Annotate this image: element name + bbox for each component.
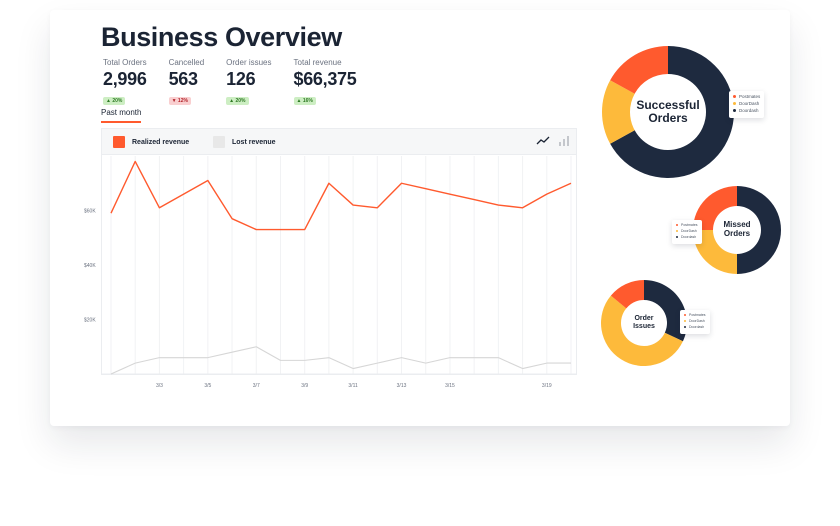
legend-lost-revenue[interactable]: Lost revenue xyxy=(213,136,276,148)
kpi-total-revenue: Total revenue $66,375 ▲ 16% xyxy=(293,58,357,107)
legend-swatch-lost xyxy=(213,136,225,148)
kpi-value: 563 xyxy=(168,69,198,89)
x-tick-label: 3/13 xyxy=(397,383,407,389)
x-tick-label: 3/11 xyxy=(348,383,358,389)
donut-title: Successful Orders xyxy=(636,97,700,125)
legend-dot xyxy=(684,320,686,322)
missed-orders-donut: Missed Orders xyxy=(693,186,781,274)
legend-label: Postmates xyxy=(739,94,761,99)
legend-label: Realized revenue xyxy=(132,138,190,146)
legend-entry: Doordash xyxy=(676,235,698,239)
order-issues-donut: Order Issues xyxy=(601,280,687,366)
legend-dot xyxy=(684,314,686,316)
kpi-trend-badge: ▲ 20% xyxy=(226,97,249,105)
legend-entry: Postmates xyxy=(684,313,706,317)
kpi-trend-badge: ▲ 16% xyxy=(293,97,316,105)
line-chart-icon[interactable] xyxy=(536,135,550,147)
legend-dot xyxy=(733,109,736,112)
donut-slice-doordash xyxy=(601,295,683,366)
legend-label: DoorDash xyxy=(681,229,697,233)
missed-orders-legend: Postmates DoorDash Doordash xyxy=(672,220,702,244)
page-title: Business Overview xyxy=(101,22,342,52)
legend-label: Lost revenue xyxy=(232,138,276,146)
legend-swatch-realized xyxy=(113,136,125,148)
legend-label: Postmates xyxy=(681,223,698,227)
legend-label: Doordash xyxy=(681,235,697,239)
realized-revenue-line xyxy=(110,160,572,231)
legend-entry: Postmates xyxy=(676,223,698,227)
donut-slice-doordash xyxy=(693,230,737,274)
y-tick-label: $40K xyxy=(84,263,96,269)
legend-dot xyxy=(733,102,736,105)
x-tick-label: 3/7 xyxy=(253,383,260,389)
successful-orders-donut-chart xyxy=(602,46,734,178)
legend-label: DoorDash xyxy=(689,319,705,323)
legend-entry: DoorDash xyxy=(684,319,706,323)
kpi-total-orders: Total Orders 2,996 ▲ 20% xyxy=(103,58,147,107)
y-tick-label: $60K xyxy=(84,209,96,215)
kpi-label: Total Orders xyxy=(103,58,147,67)
x-tick-label: 3/5 xyxy=(204,383,211,389)
order-issues-donut-chart xyxy=(601,280,687,366)
x-tick-label: 3/15 xyxy=(445,383,455,389)
lost-revenue-line xyxy=(110,346,571,375)
revenue-chart-panel: Realized revenue Lost revenue xyxy=(101,128,577,375)
kpi-label: Cancelled xyxy=(168,58,205,67)
legend-label: Doordash xyxy=(739,108,759,113)
legend-entry: DoorDash xyxy=(676,229,698,233)
legend-dot xyxy=(676,236,678,238)
x-tick-label: 3/9 xyxy=(301,383,308,389)
legend-dot xyxy=(684,326,686,328)
kpi-value: $66,375 xyxy=(293,69,357,89)
legend-dot xyxy=(733,95,736,98)
kpi-label: Total revenue xyxy=(293,58,342,67)
bar-chart-icon[interactable] xyxy=(558,135,570,147)
x-tick-label: 3/3 xyxy=(156,383,163,389)
donut-slice-doordash xyxy=(737,186,781,274)
y-tick-label: $20K xyxy=(84,318,96,324)
legend-realized-revenue[interactable]: Realized revenue xyxy=(113,136,189,148)
legend-entry: Doordash xyxy=(733,108,760,113)
legend-entry: Doordash xyxy=(684,325,706,329)
successful-orders-donut: Successful Orders xyxy=(602,46,734,178)
kpi-value: 126 xyxy=(226,69,256,89)
legend-entry: DoorDash xyxy=(733,101,760,106)
legend-dot xyxy=(676,224,678,226)
legend-label: Doordash xyxy=(689,325,705,329)
donut-slice-postmates xyxy=(693,186,737,230)
kpi-value: 2,996 xyxy=(103,69,147,89)
donut-slice-postmates xyxy=(610,280,644,309)
tab-past-month[interactable]: Past month xyxy=(101,108,142,123)
chart-header: Realized revenue Lost revenue xyxy=(102,129,576,155)
kpi-trend-badge: ▼ 12% xyxy=(168,97,191,105)
donut-title: Missed Orders xyxy=(723,220,751,238)
donut-slice-doordash xyxy=(602,80,635,144)
missed-orders-donut-chart xyxy=(693,186,781,274)
donut-slice-postmates xyxy=(610,46,668,94)
legend-entry: Postmates xyxy=(733,94,760,99)
kpi-cancelled: Cancelled 563 ▼ 12% xyxy=(168,58,205,107)
donut-slice-doordash xyxy=(610,46,734,178)
x-tick-label: 3/19 xyxy=(542,383,552,389)
kpi-trend-badge: ▲ 20% xyxy=(103,97,126,105)
legend-dot xyxy=(676,230,678,232)
donut-title: Order Issues xyxy=(633,315,655,330)
order-issues-legend: Postmates DoorDash Doordash xyxy=(680,310,710,334)
legend-label: DoorDash xyxy=(739,101,760,106)
kpi-row: Total Orders 2,996 ▲ 20% Cancelled 563 ▼… xyxy=(103,58,378,107)
legend-label: Postmates xyxy=(689,313,706,317)
kpi-label: Order issues xyxy=(226,58,272,67)
kpi-order-issues: Order issues 126 ▲ 20% xyxy=(226,58,272,107)
successful-orders-legend: Postmates DoorDash Doordash xyxy=(729,91,765,118)
revenue-line-chart: $60K $40K $20K 3/3 3/5 3/7 3/9 3/11 3/13 3/15 3/19 xyxy=(84,156,577,389)
donut-slice-doordash xyxy=(644,280,687,342)
